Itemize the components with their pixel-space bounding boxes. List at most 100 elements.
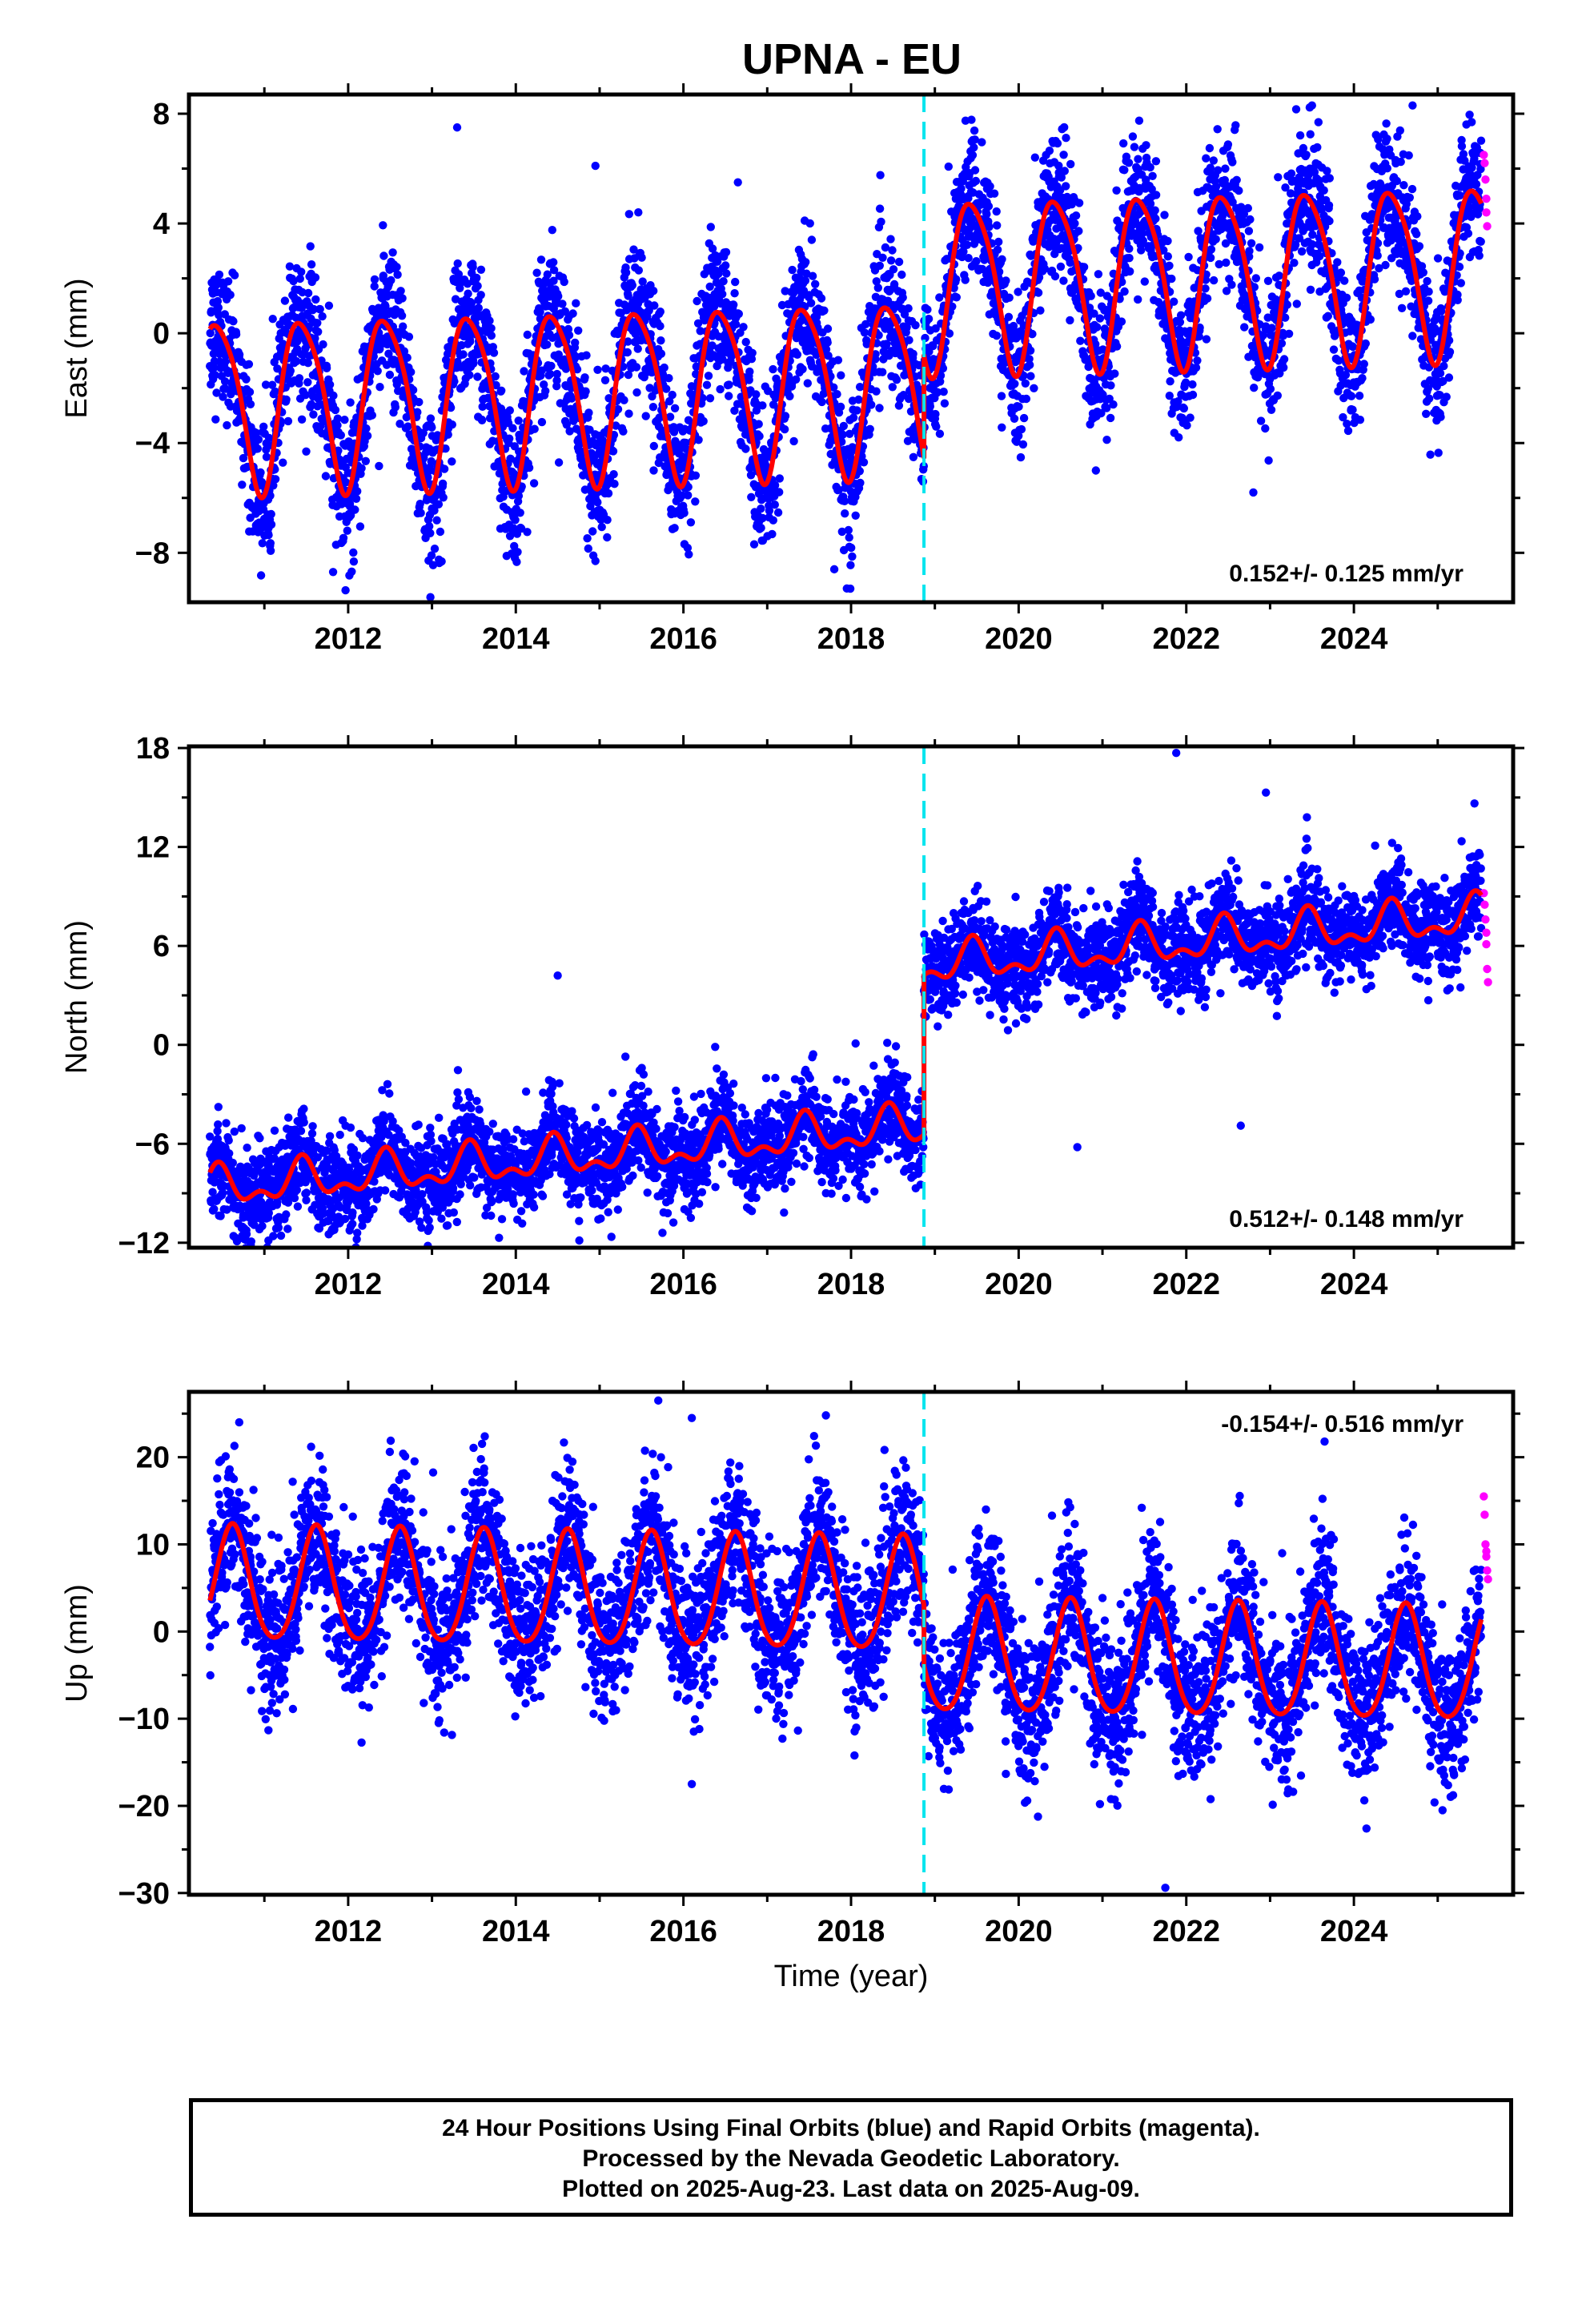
final-orbit-point bbox=[399, 322, 408, 331]
final-orbit-point bbox=[1251, 274, 1261, 283]
final-orbit-point bbox=[1093, 323, 1102, 332]
final-orbit-point bbox=[514, 416, 523, 425]
final-orbit-point bbox=[1193, 356, 1202, 365]
final-orbit-point bbox=[444, 430, 452, 439]
final-orbit-point bbox=[434, 500, 444, 509]
final-orbit-point bbox=[1243, 203, 1253, 213]
final-orbit-point bbox=[416, 509, 425, 517]
final-orbit-point bbox=[1457, 142, 1467, 151]
final-orbit-point bbox=[780, 424, 789, 434]
final-orbit-point bbox=[301, 391, 310, 400]
final-orbit-point bbox=[546, 369, 555, 379]
final-orbit-point bbox=[1202, 335, 1211, 344]
final-orbit-point bbox=[649, 466, 658, 475]
final-orbit-point bbox=[620, 396, 628, 404]
final-orbit-point bbox=[964, 254, 973, 263]
final-orbit-point bbox=[427, 551, 436, 560]
final-orbit-point bbox=[367, 411, 376, 420]
final-orbit-point bbox=[875, 204, 885, 213]
final-orbit-point bbox=[892, 376, 901, 384]
final-orbit-point bbox=[311, 295, 320, 304]
final-orbit-point bbox=[253, 444, 262, 453]
final-orbit-point bbox=[428, 561, 438, 569]
final-orbit-point bbox=[379, 271, 387, 280]
final-orbit-point bbox=[523, 528, 532, 537]
final-orbit-point bbox=[683, 544, 693, 553]
final-orbit-point bbox=[477, 416, 487, 424]
final-orbit-point bbox=[904, 304, 913, 313]
final-orbit-point bbox=[878, 368, 887, 376]
final-orbit-point bbox=[632, 363, 641, 372]
final-orbit-point bbox=[971, 176, 981, 186]
final-orbit-point bbox=[1223, 140, 1233, 149]
final-orbit-point bbox=[940, 399, 950, 408]
final-orbit-point bbox=[680, 509, 689, 517]
final-orbit-point bbox=[632, 388, 641, 397]
final-orbit-point bbox=[1120, 287, 1129, 296]
final-orbit-point bbox=[295, 374, 304, 383]
final-orbit-point bbox=[665, 412, 675, 421]
final-orbit-point bbox=[876, 171, 885, 179]
final-orbit-point bbox=[540, 380, 548, 389]
final-orbit-point bbox=[1401, 287, 1411, 296]
final-orbit-point bbox=[619, 427, 628, 436]
final-orbit-point bbox=[1287, 169, 1296, 178]
final-orbit-point bbox=[1022, 394, 1031, 404]
final-orbit-point bbox=[478, 402, 487, 411]
final-orbit-point bbox=[485, 316, 494, 325]
final-orbit-point bbox=[346, 398, 355, 407]
final-orbit-point bbox=[1442, 392, 1451, 401]
final-orbit-point bbox=[597, 522, 606, 532]
final-orbit-point bbox=[1455, 263, 1464, 271]
final-orbit-point bbox=[226, 291, 235, 300]
final-orbit-point bbox=[220, 377, 230, 386]
final-orbit-point bbox=[441, 444, 450, 453]
final-orbit-point bbox=[1426, 450, 1435, 459]
final-orbit-point bbox=[303, 378, 312, 387]
final-orbit-point bbox=[321, 472, 331, 480]
final-orbit-point bbox=[1240, 323, 1249, 332]
final-orbit-point bbox=[393, 270, 402, 279]
final-orbit-point bbox=[511, 516, 520, 525]
final-orbit-point bbox=[886, 256, 896, 265]
final-orbit-point bbox=[1247, 239, 1256, 247]
final-orbit-point bbox=[231, 330, 241, 339]
final-orbit-point bbox=[1079, 263, 1089, 271]
final-orbit-point bbox=[543, 270, 552, 279]
final-orbit-point bbox=[1014, 402, 1023, 411]
final-orbit-point bbox=[670, 524, 679, 533]
final-orbit-point bbox=[1319, 186, 1328, 195]
final-orbit-point bbox=[807, 235, 817, 244]
final-orbit-point bbox=[1124, 159, 1134, 167]
final-orbit-point bbox=[1436, 412, 1445, 421]
final-orbit-point bbox=[439, 493, 448, 502]
final-orbit-point bbox=[476, 291, 485, 300]
final-orbit-point bbox=[1340, 276, 1349, 285]
final-orbit-point bbox=[624, 409, 633, 418]
final-orbit-point bbox=[1435, 368, 1445, 378]
final-orbit-point bbox=[1095, 314, 1105, 323]
final-orbit-point bbox=[340, 416, 349, 424]
final-orbit-point bbox=[210, 363, 219, 372]
final-orbit-point bbox=[638, 277, 647, 286]
final-orbit-point bbox=[781, 412, 790, 420]
final-orbit-point bbox=[1215, 259, 1223, 269]
final-orbit-point bbox=[719, 277, 728, 286]
final-orbit-point bbox=[692, 362, 701, 372]
final-orbit-point bbox=[677, 491, 686, 500]
final-orbit-point bbox=[610, 480, 619, 489]
final-orbit-point bbox=[745, 367, 754, 376]
final-orbit-point bbox=[448, 420, 456, 429]
final-orbit-point bbox=[516, 509, 524, 517]
final-orbit-point bbox=[349, 548, 358, 557]
final-orbit-point bbox=[1167, 274, 1176, 283]
final-orbit-point bbox=[656, 336, 665, 345]
final-orbit-point bbox=[1034, 288, 1043, 297]
final-orbit-point bbox=[1324, 201, 1334, 210]
final-orbit-point bbox=[1062, 134, 1070, 143]
final-orbit-point bbox=[459, 350, 468, 359]
final-orbit-point bbox=[1424, 287, 1433, 296]
final-orbit-point bbox=[986, 182, 994, 191]
final-orbit-point bbox=[375, 383, 384, 392]
